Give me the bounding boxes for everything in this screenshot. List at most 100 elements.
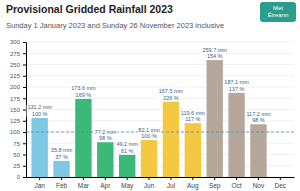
x-tick-label: Aug xyxy=(187,182,199,190)
bar xyxy=(141,140,157,177)
y-tick-label: 175 xyxy=(10,96,21,102)
data-labels: 131.2 mm100 %35.8 mm37 %173.6 mm169 %77.… xyxy=(26,46,271,160)
y-axis: 0255075100125150175200225250275300 xyxy=(10,39,27,180)
label-background xyxy=(70,85,97,99)
y-tick: 25 xyxy=(13,163,26,169)
x-tick-mark xyxy=(280,177,281,180)
x-tick: Feb xyxy=(56,177,68,189)
x-tick-mark xyxy=(127,177,128,180)
x-tick: Oct xyxy=(232,177,242,189)
y-tick-mark xyxy=(23,65,26,66)
x-tick-mark xyxy=(105,177,106,180)
label-background xyxy=(158,88,185,102)
y-tick-label: 300 xyxy=(10,39,21,45)
y-tick-label: 25 xyxy=(13,163,20,169)
chart: 0255075100125150175200225250275300JanFeb… xyxy=(0,0,300,191)
percent-label: 98 % xyxy=(252,117,265,123)
x-tick-label: May xyxy=(121,182,134,190)
percent-label: 100 % xyxy=(32,111,48,117)
x-tick-mark xyxy=(236,177,237,180)
y-tick: 75 xyxy=(13,141,26,147)
subtitle: Sunday 1 January 2023 and Sunday 26 Nove… xyxy=(6,21,224,30)
data-label: 167.5 mm226 % xyxy=(158,88,185,102)
x-tick-label: Jan xyxy=(34,182,45,189)
x-tick-label: Mar xyxy=(78,182,90,189)
y-tick-label: 0 xyxy=(17,174,21,180)
label-background xyxy=(223,79,250,93)
percent-label: 137 % xyxy=(229,86,245,92)
title: Provisional Gridded Rainfall 2023 xyxy=(6,3,173,15)
x-tick: Apr xyxy=(100,177,111,190)
x-tick-mark xyxy=(170,177,171,180)
y-tick-mark xyxy=(23,132,26,133)
grid-line xyxy=(26,42,294,43)
label-background xyxy=(245,110,271,124)
y-tick-label: 125 xyxy=(10,118,21,124)
bars xyxy=(26,60,294,177)
y-tick-label: 200 xyxy=(10,84,21,90)
y-tick-mark xyxy=(23,87,26,88)
y-tick-mark xyxy=(23,143,26,144)
data-label: 259.7 mm154 % xyxy=(201,46,228,60)
percent-label: 37 % xyxy=(55,154,68,160)
value-label: 259.7 mm xyxy=(202,47,227,53)
x-tick: Jun xyxy=(144,177,155,189)
value-label: 173.6 mm xyxy=(71,85,96,91)
x-tick: Dec xyxy=(275,177,287,189)
data-label: 49.2 mm61 % xyxy=(115,141,139,155)
value-label: 35.8 mm xyxy=(51,147,73,153)
x-tick: Sep xyxy=(209,177,221,190)
value-label: 187.1 mm xyxy=(224,79,249,85)
y-tick: 250 xyxy=(10,62,26,68)
logo-background xyxy=(260,2,296,22)
y-tick-label: 250 xyxy=(10,62,21,68)
x-tick: Jan xyxy=(34,177,45,189)
percent-label: 61 % xyxy=(121,148,134,154)
x-tick-mark xyxy=(214,177,215,180)
x-tick: Mar xyxy=(78,177,90,189)
x-tick-label: Nov xyxy=(253,182,265,189)
y-tick: 300 xyxy=(10,39,26,45)
x-tick-label: Dec xyxy=(275,182,287,189)
y-tick-label: 150 xyxy=(10,107,21,113)
bar xyxy=(31,118,47,177)
grid-line xyxy=(26,64,294,65)
y-tick-mark xyxy=(23,76,26,77)
y-tick-mark xyxy=(23,42,26,43)
value-label: 117.2 mm xyxy=(246,111,270,117)
value-label: 131.2 mm xyxy=(27,104,52,110)
bar xyxy=(185,123,201,177)
grid-line xyxy=(26,53,294,54)
value-label: 49.2 mm xyxy=(116,141,138,147)
data-label: 131.2 mm100 % xyxy=(26,104,53,118)
logo: MetÉireann xyxy=(260,2,296,22)
x-tick-mark xyxy=(192,177,193,180)
value-label: 82.1 mm xyxy=(138,127,160,133)
x-tick: May xyxy=(121,177,134,190)
percent-label: 98 % xyxy=(99,135,112,141)
percent-label: 154 % xyxy=(207,53,223,59)
y-tick-mark xyxy=(23,177,26,178)
data-label: 82.1 mm100 % xyxy=(137,126,161,140)
value-label: 167.5 mm xyxy=(159,88,184,94)
label-background xyxy=(180,109,206,123)
percent-label: 117 % xyxy=(185,116,200,122)
x-tick-mark xyxy=(83,177,84,180)
value-label: 77.2 mm xyxy=(95,129,117,135)
logo-text: Met xyxy=(273,5,283,11)
bar xyxy=(163,102,179,177)
x-tick: Aug xyxy=(187,177,199,190)
x-tick-mark xyxy=(149,177,150,180)
bar xyxy=(97,142,113,177)
y-tick-mark xyxy=(23,98,26,99)
y-tick-mark xyxy=(23,53,26,54)
label-background xyxy=(94,128,118,142)
grid-line xyxy=(26,75,294,76)
x-tick-mark xyxy=(39,177,40,180)
y-tick: 200 xyxy=(10,84,26,90)
label-background xyxy=(137,126,161,140)
bar xyxy=(228,93,244,177)
y-tick: 100 xyxy=(10,129,26,135)
x-tick-label: Sep xyxy=(209,182,221,190)
y-tick-mark xyxy=(23,166,26,167)
